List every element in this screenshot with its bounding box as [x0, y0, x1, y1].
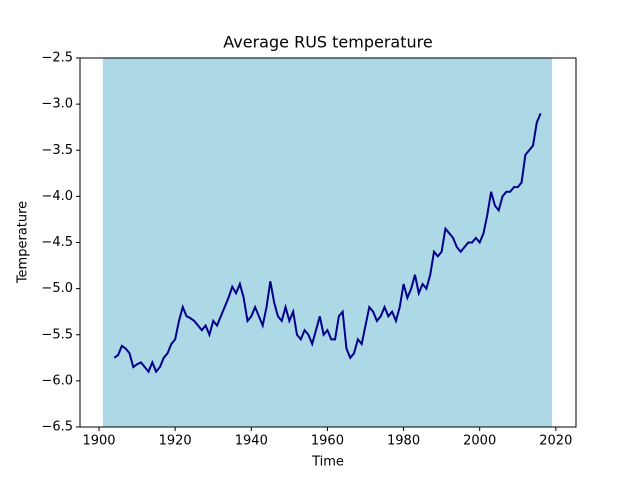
x-tick-label: 1960 [311, 434, 344, 449]
y-tick-label: −5.0 [41, 281, 73, 296]
axes-frame [79, 57, 577, 428]
x-tick-label: 1940 [235, 434, 268, 449]
y-tick-label: −5.5 [41, 327, 73, 342]
x-tick-label: 2000 [463, 434, 496, 449]
x-tick-label: 2020 [539, 434, 572, 449]
y-tick-label: −6.5 [41, 420, 73, 435]
x-tick-label: 1900 [82, 434, 115, 449]
y-tick-label: −4.0 [41, 189, 73, 204]
x-axis-label: Time [311, 455, 344, 470]
chart-title: Average RUS temperature [223, 33, 432, 52]
line-series [113, 112, 542, 374]
y-tick-label: −2.5 [41, 51, 73, 66]
x-tick-label: 1920 [159, 434, 192, 449]
shaded-region [102, 58, 553, 427]
y-tick-label: −3.0 [41, 97, 73, 112]
y-tick-label: −4.5 [41, 235, 73, 250]
y-axis-label: Temperature [16, 201, 31, 284]
y-tick-label: −6.0 [41, 373, 73, 388]
x-tick-label: 1980 [387, 434, 420, 449]
y-tick-label: −3.5 [41, 143, 73, 158]
